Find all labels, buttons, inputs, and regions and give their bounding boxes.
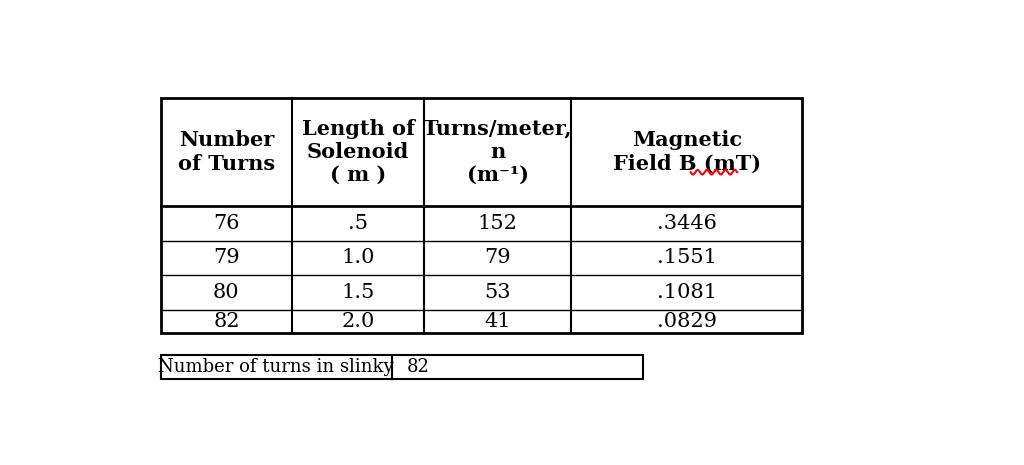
Text: Turns/meter,
n
(m⁻¹): Turns/meter, n (m⁻¹) (423, 119, 572, 185)
Text: 152: 152 (478, 214, 517, 233)
Text: 80: 80 (213, 283, 240, 302)
Text: .3446: .3446 (656, 214, 717, 233)
Text: .0829: .0829 (656, 312, 717, 331)
Text: 53: 53 (484, 283, 511, 302)
Bar (161, 354, 643, 379)
Text: .5: .5 (348, 214, 369, 233)
Text: 76: 76 (213, 214, 240, 233)
Text: .1081: .1081 (656, 283, 717, 302)
Text: 2.0: 2.0 (341, 312, 375, 331)
Text: 1.0: 1.0 (341, 248, 375, 267)
Bar (161, 98, 802, 333)
Text: 82: 82 (213, 312, 240, 331)
Text: Magnetic
Field B (mT): Magnetic Field B (mT) (612, 131, 761, 173)
Text: 79: 79 (213, 248, 240, 267)
Text: 82: 82 (407, 358, 430, 376)
Text: 41: 41 (484, 312, 511, 331)
Text: 79: 79 (484, 248, 511, 267)
Text: .1551: .1551 (656, 248, 717, 267)
Text: Number
of Turns: Number of Turns (178, 131, 275, 173)
Text: Number of turns in slinky: Number of turns in slinky (159, 358, 394, 376)
Text: 1.5: 1.5 (341, 283, 375, 302)
Text: Length of
Solenoid
( m ): Length of Solenoid ( m ) (302, 119, 415, 185)
